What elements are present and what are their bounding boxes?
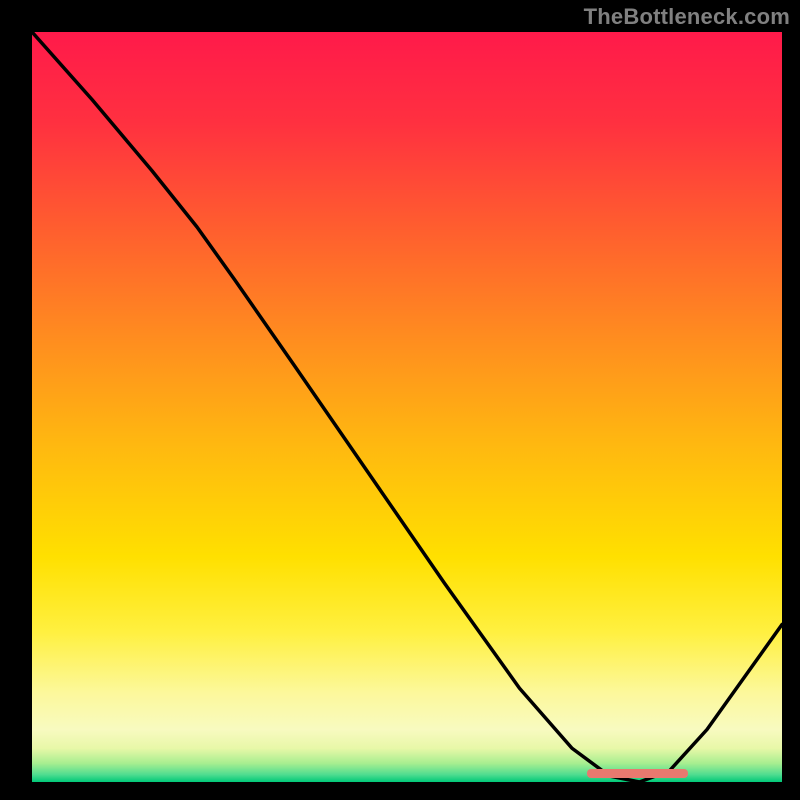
plot-area [32, 32, 782, 782]
chart-container: TheBottleneck.com [0, 0, 800, 800]
optimal-range-marker [587, 769, 688, 778]
plot-svg [32, 32, 782, 782]
watermark-text: TheBottleneck.com [584, 4, 790, 30]
gradient-rect [32, 32, 782, 782]
